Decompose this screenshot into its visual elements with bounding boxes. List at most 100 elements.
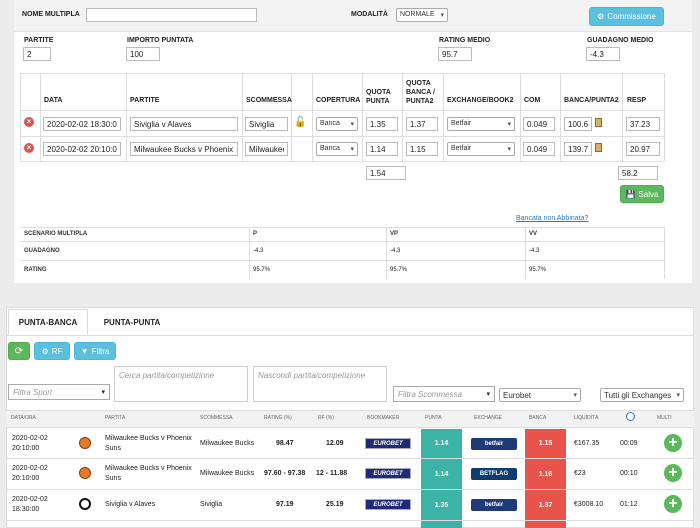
col-divider (520, 73, 521, 161)
banca-odds[interactable]: 1.16 (525, 459, 566, 489)
refresh-button[interactable]: ⟳ (8, 342, 30, 360)
clipboard-icon[interactable] (595, 143, 602, 152)
row-partite-input[interactable] (130, 142, 238, 156)
clipboard-icon[interactable] (595, 118, 602, 127)
partite-input[interactable] (23, 47, 51, 61)
header-banca[interactable]: BANCA (529, 415, 547, 421)
row-rating: 98.47 (276, 440, 294, 447)
header-liquidita[interactable]: LIQUIDITÀ (574, 415, 599, 421)
header-exchange[interactable]: EXCHANGE (474, 415, 503, 421)
tab-punta-punta[interactable]: PUNTA-PUNTA (103, 318, 161, 327)
row-rf: 12 - 11.88 (316, 470, 348, 477)
row-scommessa-input[interactable] (245, 142, 288, 156)
header-scommessa[interactable]: SCOMMESSA (200, 415, 233, 421)
row-quota-banca-input[interactable] (406, 142, 438, 156)
filtra-sport-select[interactable]: Filtra Sport ▾ (8, 384, 110, 400)
row-match: Milwaukee Bucks v Phoenix (105, 435, 192, 442)
add-multi-button[interactable]: + (664, 495, 682, 513)
bancata-non-abbinata-link[interactable]: Bancata non Abbinata? (516, 215, 589, 222)
header-resp: RESP (627, 97, 647, 104)
row-bet: Siviglia (200, 501, 223, 508)
add-multi-button[interactable]: + (664, 464, 682, 482)
remove-row-icon[interactable]: × (24, 143, 34, 153)
importo-input[interactable] (126, 47, 160, 61)
punta-odds[interactable]: 1.14 (421, 429, 462, 458)
rating-p: 95.7% (253, 267, 271, 273)
copertura-select[interactable]: Banca ▾ (316, 142, 358, 156)
col-divider (622, 73, 623, 161)
salva-button[interactable]: 💾 Salva (620, 185, 664, 203)
row-com-input[interactable] (523, 117, 555, 131)
header-dataora[interactable]: DATA/ORA (11, 415, 36, 421)
punta-odds-partial (421, 521, 462, 528)
banca-odds[interactable]: 1.37 (525, 490, 566, 520)
remove-row-icon[interactable]: × (24, 117, 34, 127)
header-punta[interactable]: PUNTA (425, 415, 442, 421)
commissione-button[interactable]: ⚙ Commissione (589, 7, 664, 26)
row-data-input[interactable] (43, 142, 121, 156)
row-time: 18:30:00 (12, 506, 40, 513)
row-data-input[interactable] (43, 117, 121, 131)
header-bookmaker[interactable]: BOOKMAKER (367, 415, 400, 421)
row-scommessa-input[interactable] (245, 117, 288, 131)
betfair-logo[interactable]: betfair (471, 438, 517, 450)
row-resp-input[interactable] (626, 117, 660, 131)
row-banca-input[interactable] (564, 117, 592, 131)
scenario-border (20, 227, 664, 228)
header-multi[interactable]: MULTI (657, 415, 672, 421)
nascondi-partita-input[interactable]: Nascondi partita/competizione (253, 366, 387, 402)
tab-punta-banca[interactable]: PUNTA-BANCA (18, 318, 78, 327)
row-partite-input[interactable] (130, 117, 238, 131)
punta-odds[interactable]: 1.14 (421, 459, 462, 489)
row-com-input[interactable] (523, 142, 555, 156)
row-liquidita: €3008.10 (574, 501, 604, 508)
banca-odds[interactable]: 1.15 (525, 429, 566, 458)
bookmaker-select[interactable]: Eurobet ▾ (499, 388, 581, 402)
rating-medio-input[interactable] (438, 47, 472, 61)
cerca-partita-input[interactable]: Cerca partita/competizione (114, 366, 248, 402)
copertura-select[interactable]: Banca ▾ (316, 117, 358, 131)
chevron-down-icon: ▾ (507, 121, 511, 128)
row-match-cont: Suns (105, 445, 121, 452)
filtra-scommessa-select[interactable]: Filtra Scommessa ▾ (393, 386, 495, 402)
chevron-down-icon: ▾ (486, 391, 490, 398)
eurobet-logo[interactable]: EUROBET (365, 438, 411, 449)
exchange-filter-select[interactable]: Tutti gli Exchanges ▾ (600, 388, 684, 402)
col-divider (126, 73, 127, 161)
punta-odds[interactable]: 1.35 (421, 490, 462, 520)
header-rf[interactable]: RF (%) (318, 415, 334, 421)
row-quota-banca-input[interactable] (406, 117, 438, 131)
modalita-select[interactable]: NORMALE ▾ (396, 8, 448, 22)
eurobet-logo[interactable]: EUROBET (365, 468, 411, 479)
row-divider (6, 458, 694, 459)
add-multi-button[interactable]: + (664, 434, 682, 452)
exchange-select[interactable]: Betfair ▾ (447, 142, 515, 156)
row-time: 20:10:00 (12, 475, 40, 482)
guadagno-vv: -4.3 (529, 248, 540, 254)
total-resp-input[interactable] (618, 166, 658, 180)
header-data: DATA (44, 97, 63, 104)
row-rf: 25.19 (326, 501, 344, 508)
row-resp-input[interactable] (626, 142, 660, 156)
total-quota-input[interactable] (366, 166, 406, 180)
header-rating[interactable]: RATING (%) (264, 415, 292, 421)
row-quota-punta-input[interactable] (366, 117, 398, 131)
nome-multipla-input[interactable] (86, 8, 257, 22)
guadagno-medio-input[interactable] (586, 47, 620, 61)
filtra-button[interactable]: ▼ Filtra (74, 342, 116, 360)
betflag-logo[interactable]: BETFLAG (471, 468, 517, 480)
exchange-select[interactable]: Betfair ▾ (447, 117, 515, 131)
col-divider (20, 73, 21, 161)
chevron-down-icon: ▾ (507, 146, 511, 153)
col-divider (664, 73, 665, 161)
row-quota-punta-input[interactable] (366, 142, 398, 156)
rf-button[interactable]: ⚙ RF (34, 342, 70, 360)
eurobet-logo[interactable]: EUROBET (365, 499, 411, 510)
betfair-logo[interactable]: betfair (471, 499, 517, 511)
chevron-down-icon: ▾ (350, 121, 354, 128)
lock-icon[interactable]: 🔓 (294, 117, 307, 128)
header-partita[interactable]: PARTITA (105, 415, 126, 421)
row-banca-input[interactable] (564, 142, 592, 156)
guadagno-medio-label: GUADAGNO MEDIO (587, 37, 654, 44)
scenario-col-p: P (253, 231, 258, 237)
